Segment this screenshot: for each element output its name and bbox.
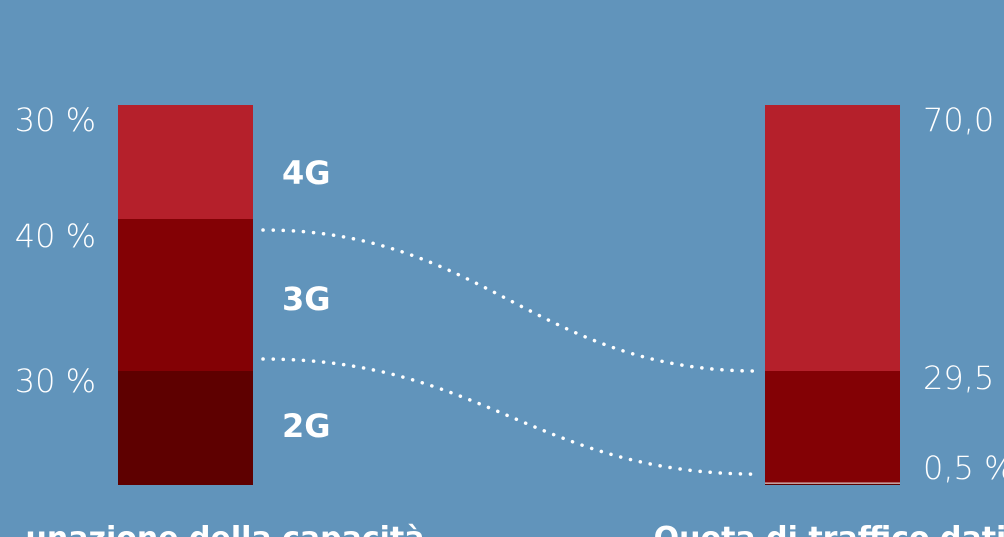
chart-title-traffic: Quota di traffico dati <box>654 521 1004 537</box>
value-label-2g-traffic: 0,5 % <box>923 449 1004 487</box>
value-label-4g-capacity: 30 % <box>15 101 96 139</box>
value-label-3g-traffic: 29,5 % <box>923 359 1004 397</box>
value-label-3g-capacity: 40 % <box>15 217 96 255</box>
bar-segment-3g-traffic <box>765 371 900 484</box>
connector-4g-boundary <box>261 228 759 373</box>
segment-name-2g: 2G <box>282 407 331 445</box>
value-label-4g-traffic: 70,0 % <box>923 101 1004 139</box>
connector-3g-boundary <box>261 357 759 476</box>
chart-title-capacity: …unazione della capacità <box>0 521 424 537</box>
bar-segment-4g-traffic <box>765 105 900 371</box>
value-label-2g-capacity: 30 % <box>15 362 96 400</box>
segment-name-3g: 3G <box>282 280 331 318</box>
bar-segment-3g-capacity <box>118 219 253 371</box>
bar-segment-2g-traffic <box>765 483 900 485</box>
bar-segment-4g-capacity <box>118 105 253 219</box>
bar-segment-2g-capacity <box>118 371 253 485</box>
segment-name-4g: 4G <box>282 154 331 192</box>
